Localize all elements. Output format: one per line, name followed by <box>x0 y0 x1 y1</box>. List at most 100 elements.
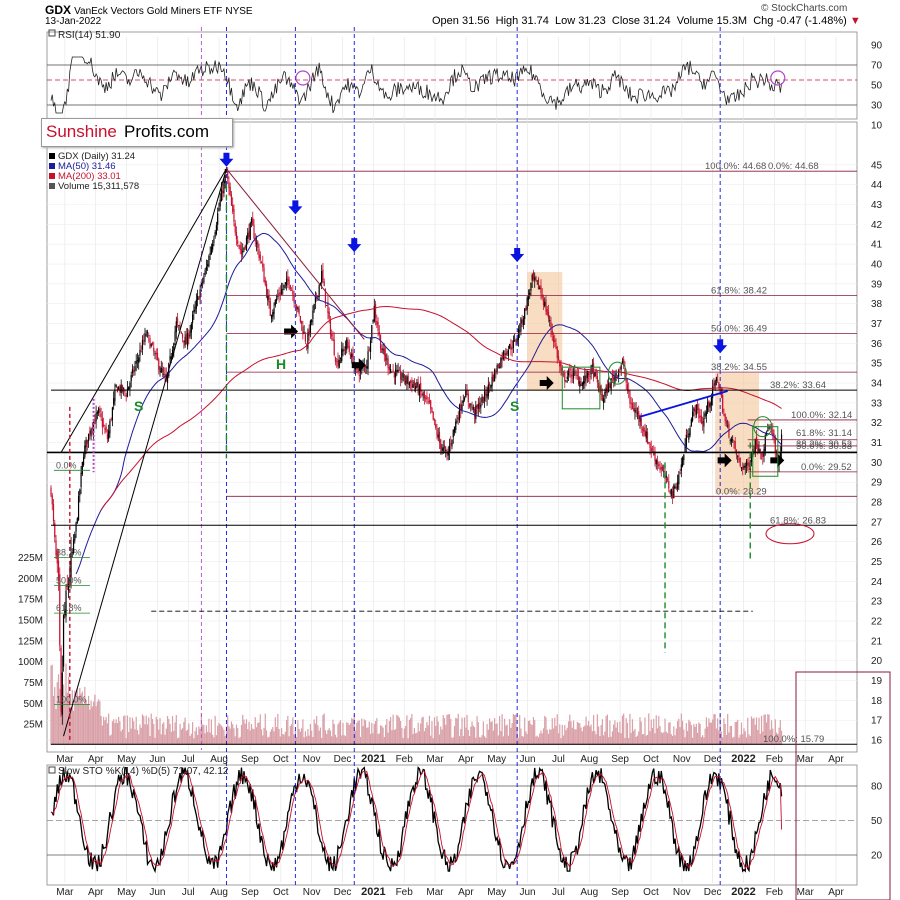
candle-body <box>663 471 665 473</box>
volume-bar <box>509 719 511 745</box>
volume-bar <box>322 715 324 745</box>
candle-body <box>220 189 223 202</box>
candle-body <box>125 394 127 397</box>
volume-bar <box>72 710 75 745</box>
pattern-label-s: S <box>510 398 519 414</box>
candle-body <box>579 381 581 387</box>
candle-body <box>738 458 740 460</box>
volume-bar <box>427 725 429 745</box>
y-tick-label: 32 <box>871 418 883 429</box>
volume-bar <box>319 727 322 745</box>
candle-body <box>772 429 774 435</box>
volume-bar <box>432 738 434 745</box>
candle-body <box>580 384 582 387</box>
candle-body <box>537 278 540 290</box>
candle-body <box>307 332 309 349</box>
candle-body <box>372 320 374 323</box>
volume-bar <box>417 722 419 745</box>
volume-bar <box>313 719 315 745</box>
x-tick-label: Sep <box>241 754 259 765</box>
candle-body <box>89 430 91 435</box>
volume-bar <box>198 726 200 745</box>
rsi-tick-label: 70 <box>871 61 883 72</box>
candle-body <box>560 363 562 371</box>
candle-body <box>656 460 659 465</box>
candle-body <box>115 384 117 387</box>
candle-body <box>176 318 179 324</box>
candle-body <box>173 343 175 353</box>
volume-tick-label: 225M <box>18 553 43 564</box>
candle-body <box>453 426 456 433</box>
volume-bar <box>539 733 541 745</box>
candle-body <box>341 348 343 362</box>
y-tick-label: 41 <box>871 240 883 251</box>
candle-body <box>512 340 515 349</box>
y-tick-label: 19 <box>871 676 883 687</box>
volume-bar <box>570 721 572 745</box>
candle-body <box>636 412 639 414</box>
candle-body <box>100 413 102 418</box>
red-ellipse <box>765 523 815 545</box>
candle-body <box>403 374 405 381</box>
candle-body <box>371 325 373 340</box>
volume-bar <box>730 725 733 745</box>
volume-bar <box>773 737 775 745</box>
volume-bar <box>708 718 710 745</box>
candle-body <box>169 355 171 361</box>
candle-body <box>412 384 414 388</box>
volume-bar <box>542 728 545 745</box>
candle-body <box>91 427 93 430</box>
x-tick-label: Oct <box>273 754 289 765</box>
candle-body <box>509 344 511 349</box>
volume-bar <box>190 733 192 745</box>
candle-body <box>497 364 499 368</box>
candle-body <box>109 421 111 434</box>
volume-bar <box>179 723 181 745</box>
candle-body <box>250 219 253 224</box>
candle-body <box>500 358 502 368</box>
volume-bar <box>134 729 136 745</box>
fib-label: 38.2%: 33.64 <box>770 380 826 391</box>
candle-body <box>488 383 491 386</box>
volume-bar <box>71 690 73 745</box>
candle-body <box>118 387 120 390</box>
candle-body <box>382 348 384 351</box>
x-tick-label: Nov <box>303 754 321 765</box>
volume-bar <box>202 724 204 745</box>
candle-body <box>570 373 572 378</box>
volume-bar <box>332 719 334 745</box>
fib-label: 100.0%: 15.79 <box>763 734 824 745</box>
volume-bar <box>381 725 383 745</box>
black-right-arrow <box>351 358 366 373</box>
candle-body <box>374 303 377 318</box>
candle-body <box>323 281 325 287</box>
x-tick-label: Dec <box>334 754 352 765</box>
candle-body <box>539 287 541 290</box>
volume-bar <box>688 719 690 745</box>
volume-bar <box>485 737 487 745</box>
y-tick-label: 27 <box>871 517 883 528</box>
volume-bar <box>62 684 65 745</box>
volume-bar <box>116 723 119 745</box>
volume-bar <box>582 726 585 745</box>
volume-bar <box>317 725 319 745</box>
volume-bar <box>257 722 259 745</box>
candle-body <box>108 430 110 440</box>
candle-body <box>689 428 691 436</box>
candle-body <box>242 250 244 253</box>
fib-label: 50.0%: 36.49 <box>711 324 767 335</box>
volume-bar <box>537 737 540 745</box>
x-tick-label: Jun <box>149 887 165 898</box>
volume-bar <box>725 734 728 745</box>
volume-bar <box>400 720 402 745</box>
volume-bar <box>561 724 563 745</box>
volume-bar <box>692 737 694 745</box>
volume-bar <box>615 727 617 745</box>
candle-body <box>190 323 192 333</box>
volume-bar <box>163 722 165 745</box>
candle-body <box>440 439 442 449</box>
sto-legend: Slow STO %K(14) %D(5) 71.07, 42.12 <box>58 766 229 777</box>
candle-body <box>661 466 664 471</box>
candle-body <box>379 334 382 350</box>
volume-bar <box>192 722 194 745</box>
